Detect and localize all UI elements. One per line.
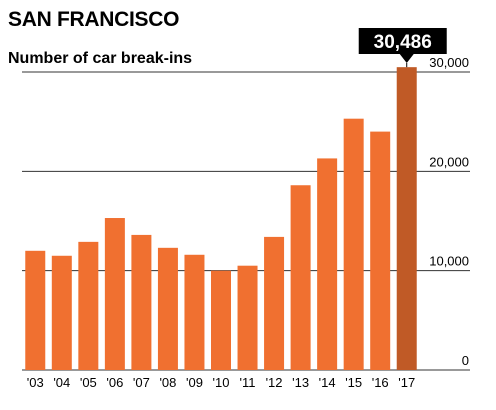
chart-subtitle: Number of car break-ins: [8, 50, 193, 67]
x-tick-label: '04: [53, 375, 70, 390]
bar-11: [237, 265, 258, 370]
x-tick-label: '14: [319, 375, 336, 390]
bar-16: [370, 131, 391, 370]
x-tick-label: '11: [240, 375, 256, 390]
callout-label: 30,486: [374, 32, 432, 53]
x-tick-label: '06: [106, 375, 123, 390]
bar-06: [104, 218, 125, 370]
bar-04: [51, 255, 72, 370]
x-tick-label: '10: [213, 375, 230, 390]
y-axis-ticks: 0 10,000 20,000 30,000: [429, 55, 469, 368]
x-tick-label: '12: [266, 375, 283, 390]
y-tick-label: 0: [462, 353, 469, 368]
callout-box: [358, 28, 447, 54]
bar-13: [290, 185, 311, 370]
bar-07: [131, 234, 152, 370]
bar-17: [396, 67, 417, 371]
x-tick-label: '03: [27, 375, 44, 390]
bar-10: [211, 270, 231, 370]
bar-14: [317, 158, 338, 370]
x-tick-label: '08: [159, 375, 176, 390]
highlight-callout: 30,486: [358, 28, 447, 68]
x-axis-ticks: '03 '04 '05 '06 '07 '08 '09 '10 '11 '12 '13 '14 '15 '…: [27, 375, 415, 390]
bar-05: [78, 241, 99, 370]
x-tick-label: '05: [80, 375, 97, 390]
bar-09: [184, 254, 205, 370]
y-tick-label: 30,000: [429, 55, 469, 70]
x-tick-label: '15: [345, 375, 362, 390]
bar-15: [343, 118, 364, 370]
bar-08: [157, 247, 178, 370]
bar-03: [25, 250, 46, 370]
x-tick-label: '13: [292, 375, 309, 390]
x-tick-label: '17: [398, 375, 415, 390]
y-tick-label: 20,000: [429, 154, 469, 169]
y-tick-label: 10,000: [429, 254, 469, 269]
bar-12: [264, 236, 285, 370]
x-tick-label: '09: [186, 375, 203, 390]
chart-title: SAN FRANCISCO: [8, 8, 180, 31]
x-tick-label: '16: [372, 375, 389, 390]
callout-pointer: [399, 54, 414, 63]
x-tick-label: '07: [133, 375, 150, 390]
bars: [25, 67, 417, 371]
